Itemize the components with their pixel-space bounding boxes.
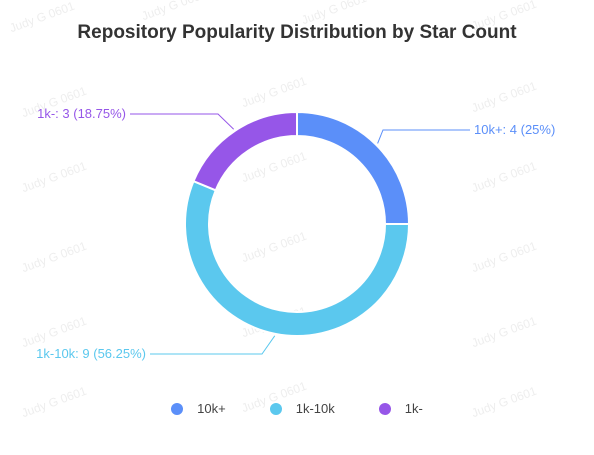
- legend-marker: [270, 403, 282, 415]
- donut-slice-0[interactable]: [297, 112, 409, 224]
- legend-label: 1k-10k: [296, 401, 335, 416]
- legend-marker: [379, 403, 391, 415]
- donut-slice-2[interactable]: [194, 112, 297, 190]
- data-label-0: 10k+: 4 (25%): [474, 122, 555, 137]
- chart-legend: 10k+ 1k-10k 1k-: [0, 401, 594, 416]
- legend-item-1k-minus[interactable]: 1k-: [379, 401, 423, 416]
- leader-line-0: [378, 130, 470, 143]
- data-label-1: 1k-10k: 9 (56.25%): [36, 346, 146, 361]
- data-label-2: 1k-: 3 (18.75%): [37, 106, 126, 121]
- leader-line-1: [150, 336, 275, 354]
- donut-slice-1[interactable]: [185, 181, 409, 336]
- legend-label: 1k-: [405, 401, 423, 416]
- legend-item-10k-plus[interactable]: 10k+: [171, 401, 226, 416]
- legend-item-1k-10k[interactable]: 1k-10k: [270, 401, 335, 416]
- leader-line-2: [130, 114, 234, 129]
- legend-label: 10k+: [197, 401, 226, 416]
- legend-marker: [171, 403, 183, 415]
